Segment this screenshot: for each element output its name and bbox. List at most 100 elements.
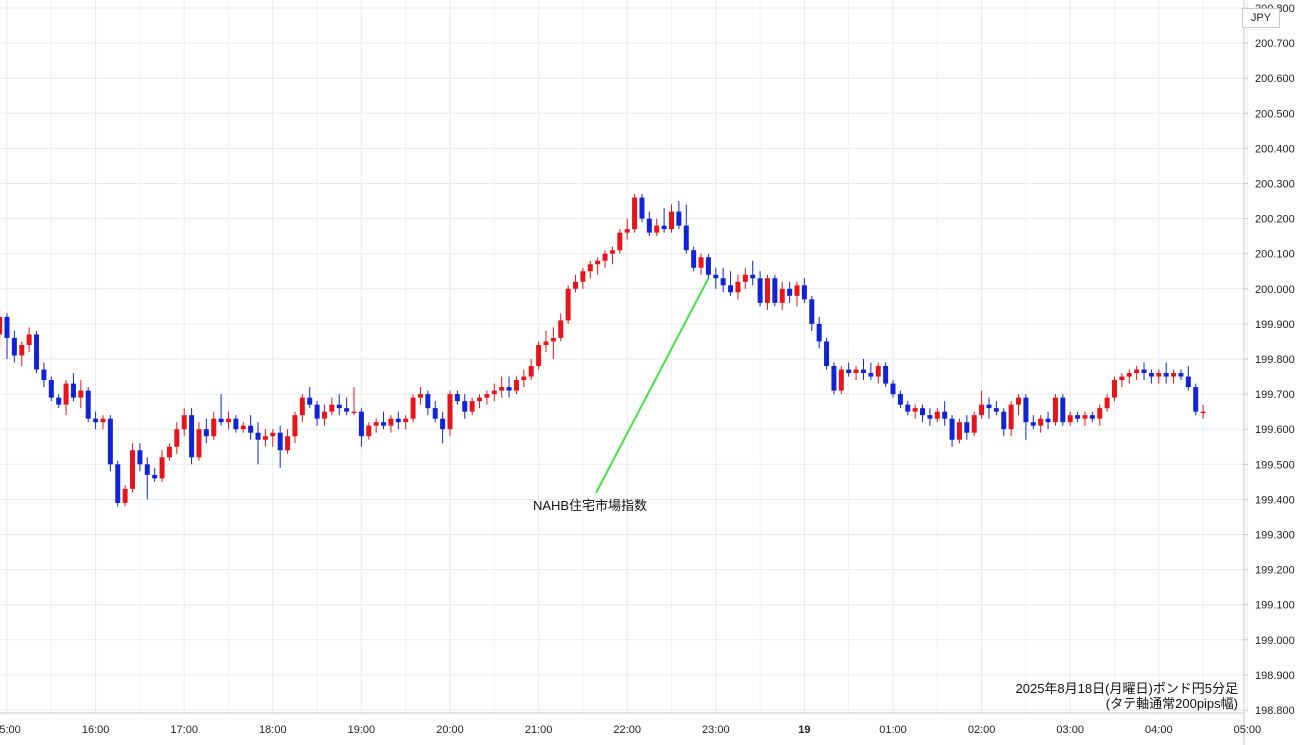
candle-body	[1193, 387, 1199, 412]
candle	[632, 194, 638, 233]
candle	[1141, 362, 1147, 381]
candle	[336, 394, 342, 416]
candle-body	[993, 408, 999, 412]
candle	[897, 390, 903, 409]
y-tick-label: 199.100	[1255, 600, 1295, 612]
candle-body	[713, 274, 719, 279]
candle	[580, 267, 586, 289]
candle-body	[484, 394, 490, 398]
candle	[417, 387, 423, 405]
candle	[654, 218, 660, 237]
candle	[122, 485, 128, 507]
candle-body	[329, 404, 335, 412]
x-tick-label: 01:00	[879, 724, 907, 736]
candle	[979, 390, 985, 419]
y-tick-label: 200.100	[1255, 249, 1295, 261]
candle	[942, 401, 948, 426]
candle	[1089, 411, 1095, 423]
candle	[639, 194, 645, 223]
candle	[144, 457, 150, 500]
candle	[521, 369, 527, 388]
y-tick-label: 199.700	[1255, 389, 1295, 401]
candle	[883, 362, 889, 388]
candle	[624, 218, 630, 240]
y-tick-label: 200.400	[1255, 143, 1295, 155]
candle-body	[528, 366, 534, 377]
candle-body	[196, 429, 202, 458]
x-tick-label: 23:00	[702, 724, 730, 736]
candle-body	[144, 464, 150, 475]
candle-body	[764, 278, 770, 303]
candle	[432, 401, 438, 423]
candle	[573, 274, 579, 293]
candle	[1038, 415, 1044, 433]
candle	[351, 387, 357, 416]
candle	[34, 330, 40, 374]
candle-body	[1112, 380, 1117, 398]
y-axis-ticks[interactable]: 200.800200.700200.600200.500200.400200.3…	[1244, 3, 1295, 717]
candle-body	[1200, 411, 1206, 414]
y-tick-label: 200.700	[1255, 38, 1295, 50]
x-tick-label: 16:00	[82, 724, 110, 736]
y-tick-label: 200.500	[1255, 108, 1295, 120]
candle	[609, 246, 615, 265]
x-tick-label: 02:00	[968, 724, 996, 736]
candle	[912, 404, 918, 419]
x-axis-ticks[interactable]: 15:00 16:00 17:00 18:00 19:00 20:00 21:00 22:00…	[0, 724, 1261, 736]
candle-body	[233, 418, 239, 430]
candle	[26, 327, 32, 352]
candle-body	[1178, 373, 1184, 377]
candle	[203, 418, 209, 444]
candle-body	[1148, 373, 1154, 377]
candle	[56, 394, 62, 409]
candle-body	[742, 274, 748, 282]
candle-body	[905, 404, 911, 412]
x-tick-label: 17:00	[170, 724, 198, 736]
candle	[299, 394, 305, 423]
candle	[1185, 366, 1191, 391]
candle-body	[34, 334, 40, 370]
candle	[772, 274, 778, 307]
candle-body	[130, 450, 136, 489]
candle	[558, 313, 564, 342]
candle	[669, 204, 674, 233]
candle	[226, 411, 231, 430]
plot-background	[0, 0, 1244, 713]
candle-body	[565, 288, 571, 321]
candle-body	[417, 394, 423, 398]
currency-label[interactable]: JPY	[1242, 8, 1280, 28]
candle-body	[1045, 418, 1051, 423]
candle	[720, 267, 726, 293]
candle-body	[853, 369, 859, 374]
candle	[838, 366, 844, 395]
candle	[920, 404, 926, 423]
candle-body	[270, 432, 276, 437]
candle-body	[240, 425, 246, 430]
candles-group	[0, 194, 1206, 507]
candle	[986, 397, 992, 419]
candle	[1156, 369, 1162, 384]
candle-body	[949, 418, 955, 440]
candle-body	[609, 250, 615, 254]
candle-body	[4, 316, 10, 338]
candle	[189, 408, 195, 465]
candle-body	[93, 418, 99, 423]
candle-body	[558, 320, 564, 338]
candle	[956, 418, 962, 444]
candle-body	[26, 334, 32, 345]
candle	[764, 274, 770, 310]
annotation-leader-line	[595, 277, 710, 494]
candle	[285, 429, 291, 454]
candle	[137, 443, 143, 472]
candle-body	[85, 390, 91, 419]
candle-body	[1075, 415, 1081, 419]
candle-body	[477, 397, 483, 402]
candle	[698, 253, 704, 275]
candle	[262, 429, 268, 447]
candle-body	[189, 415, 195, 458]
candle	[491, 383, 497, 402]
x-tick-label: 05:00	[1234, 724, 1262, 736]
candle	[971, 411, 977, 437]
